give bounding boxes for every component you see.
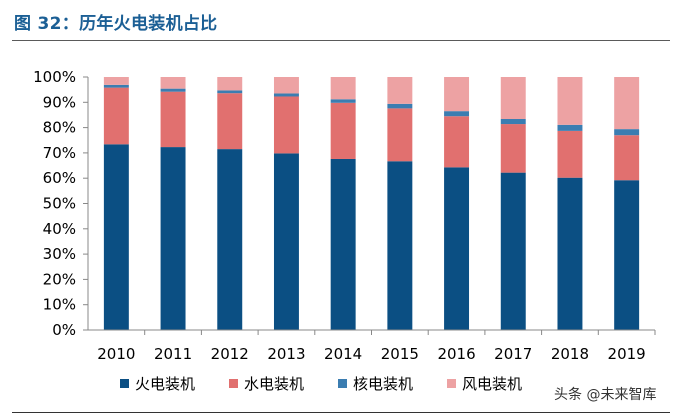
bar-segment-hydro-2017: [500, 124, 526, 173]
y-axis: 0% 10% 20% 30% 40% 50% 60% 70% 80% 90% 100%: [33, 68, 89, 339]
bar-segment-wind-2014: [330, 77, 356, 100]
legend-label: 核电装机: [353, 374, 414, 393]
bar-segment-thermal-2010: [103, 144, 129, 330]
bar-segment-hydro-2012: [217, 93, 243, 150]
bar-segment-wind-2017: [500, 77, 526, 119]
title-divider: [12, 40, 670, 41]
bar-segment-thermal-2015: [387, 161, 413, 330]
y-tick-label: 30%: [43, 245, 76, 263]
bar-segment-thermal-2017: [500, 172, 526, 330]
y-tick-label: 70%: [43, 144, 76, 162]
y-tick-label: 60%: [43, 169, 76, 187]
bar-segment-thermal-2016: [444, 167, 470, 330]
bar-segment-nuclear-2010: [103, 84, 129, 88]
bar-segment-nuclear-2016: [444, 111, 470, 117]
x-tick-label: 2010: [97, 345, 135, 363]
bar-segment-thermal-2013: [273, 153, 299, 330]
legend-item-wind: 风电装机: [447, 373, 522, 394]
x-tick-label: 2011: [154, 345, 192, 363]
bar-segment-hydro-2015: [387, 108, 413, 162]
watermark: 头条 @未来智库: [554, 387, 657, 403]
bar-segment-hydro-2013: [273, 96, 299, 154]
y-tick-label: 40%: [43, 220, 76, 238]
bar-segment-thermal-2019: [614, 180, 640, 330]
bar-segment-wind-2015: [387, 77, 413, 104]
bar-segment-nuclear-2011: [160, 88, 186, 92]
bar-segment-hydro-2019: [614, 135, 640, 181]
bar-segment-hydro-2016: [444, 116, 470, 168]
y-tick-label: 0%: [52, 321, 76, 339]
legend-label: 火电装机: [135, 374, 196, 393]
x-tick-label: 2013: [267, 345, 305, 363]
legend-swatch: [338, 378, 348, 388]
bar-segment-nuclear-2012: [217, 90, 243, 94]
bottom-divider: [12, 412, 670, 413]
x-tick-label: 2012: [211, 345, 249, 363]
x-tick-label: 2019: [608, 345, 646, 363]
bar-segment-hydro-2014: [330, 102, 356, 159]
y-tick-label: 20%: [43, 270, 76, 288]
bar-segment-nuclear-2019: [614, 129, 640, 136]
bar-segment-wind-2010: [103, 77, 129, 85]
y-tick-label: 90%: [43, 93, 76, 111]
legend-label: 风电装机: [462, 374, 523, 393]
bar-segment-thermal-2018: [557, 177, 583, 330]
legend-item-hydro: 水电装机: [229, 373, 304, 394]
legend-label: 水电装机: [244, 374, 305, 393]
bar-segment-nuclear-2014: [330, 99, 356, 103]
stacked-bar-chart: 0%10%20%30%40%50%60%70%80%90%100% 2010 20…: [33, 68, 656, 363]
chart-legend: 火电装机 水电装机 核电装机 风电装机: [120, 372, 522, 394]
bar-segment-thermal-2014: [330, 158, 356, 330]
bar-segment-hydro-2018: [557, 130, 583, 178]
bar-segment-thermal-2011: [160, 147, 186, 330]
bar-segment-wind-2018: [557, 77, 583, 125]
legend-swatch: [447, 378, 457, 388]
bar-segment-hydro-2010: [103, 87, 129, 145]
bar-segment-thermal-2012: [217, 149, 243, 330]
x-tick-label: 2014: [324, 345, 362, 363]
x-tick-label: 2016: [437, 345, 475, 363]
legend-swatch: [229, 378, 239, 388]
x-tick-label: 2017: [494, 345, 532, 363]
x-tick-label: 2018: [551, 345, 589, 363]
figure-title: 图 32：历年火电装机占比: [14, 14, 218, 34]
legend-item-thermal: 火电装机: [120, 373, 195, 394]
x-axis: 2010 2011 2012 2013 2014 2015 2016 2017 2018 2019: [88, 329, 656, 363]
legend-item-nuclear: 核电装机: [338, 373, 413, 394]
legend-swatch: [120, 378, 129, 388]
x-tick-label: 2015: [381, 345, 419, 363]
bars-group: [103, 77, 640, 330]
y-tick-label: 80%: [43, 119, 76, 137]
bar-segment-wind-2019: [614, 77, 640, 130]
bar-segment-nuclear-2013: [273, 93, 299, 97]
bar-segment-nuclear-2018: [557, 124, 583, 131]
y-tick-label: 50%: [43, 195, 76, 213]
bar-segment-nuclear-2017: [500, 119, 526, 125]
y-tick-label: 10%: [43, 296, 76, 314]
bar-segment-wind-2013: [273, 77, 299, 94]
y-tick-label: 100%: [33, 68, 76, 86]
bar-segment-wind-2016: [444, 77, 470, 112]
bar-segment-wind-2012: [217, 77, 243, 91]
bar-segment-wind-2011: [160, 77, 186, 89]
bar-segment-hydro-2011: [160, 91, 186, 148]
bar-segment-nuclear-2015: [387, 103, 413, 109]
